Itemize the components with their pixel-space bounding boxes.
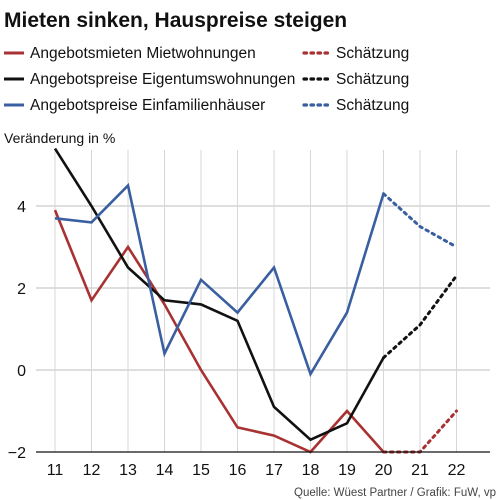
- legend-label: Angebotspreise Einfamilienhäuser: [30, 97, 265, 114]
- legend-estimate-label: Schätzung: [336, 97, 409, 114]
- legend-estimate-label: Schätzung: [336, 71, 409, 88]
- x-tick-label: 14: [156, 462, 174, 479]
- legend-label: Angebotsmieten Mietwohnungen: [30, 45, 256, 62]
- y-tick-label: 2: [17, 281, 26, 298]
- x-tick-label: 11: [47, 462, 64, 479]
- x-tick-label: 20: [375, 462, 393, 479]
- x-tick-label: 15: [192, 462, 210, 479]
- x-tick-label: 16: [229, 462, 247, 479]
- x-tick-label: 12: [83, 462, 101, 479]
- y-tick-label: 0: [17, 363, 26, 380]
- series-line: [53, 147, 385, 442]
- legend: Angebotsmieten Mietwohnungen Schätzung Ang…: [4, 45, 409, 114]
- series-estimate-line: [382, 192, 458, 249]
- y-tick-label: −2: [8, 445, 26, 462]
- chart-title: Mieten sinken, Hauspreise steigen: [4, 9, 347, 32]
- x-tick-label: 21: [411, 462, 429, 479]
- x-tick-label: 19: [338, 462, 356, 479]
- y-tick-label: 4: [17, 199, 26, 216]
- source-note: Quelle: Wüest Partner / Grafik: FuW, vp: [294, 487, 496, 499]
- x-tick-label: 17: [265, 462, 283, 479]
- series-estimate-line: [382, 274, 458, 360]
- x-tick-label: 18: [302, 462, 320, 479]
- x-tick-label: 13: [119, 462, 137, 479]
- y-axis-label: Veränderung in %: [4, 130, 115, 146]
- axes: 11 12 13 14 15 16 17 18 19 20 21 22 −2 0 2 4: [8, 199, 490, 479]
- series-line: [53, 209, 385, 454]
- legend-estimate-label: Schätzung: [336, 45, 409, 62]
- x-tick-label: 22: [448, 462, 466, 479]
- series-group: [53, 147, 458, 454]
- series-line: [54, 182, 385, 378]
- legend-label: Angebotspreise Eigentumswohnungen: [30, 71, 295, 88]
- grid: [36, 150, 490, 453]
